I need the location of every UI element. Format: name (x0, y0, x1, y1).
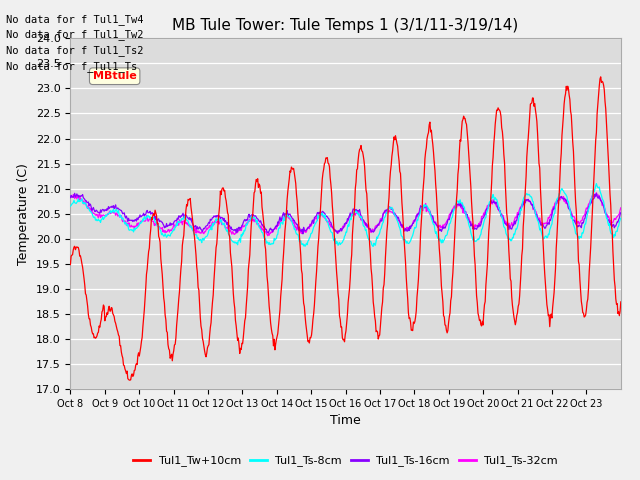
Text: No data for f Tul1_Tw4: No data for f Tul1_Tw4 (6, 13, 144, 24)
Text: No data for f Tul1_Tw2: No data for f Tul1_Tw2 (6, 29, 144, 40)
X-axis label: Time: Time (330, 414, 361, 427)
Text: MBtule: MBtule (93, 71, 136, 81)
Text: No data for f Tul1_Ts2: No data for f Tul1_Ts2 (6, 45, 144, 56)
Legend: Tul1_Tw+10cm, Tul1_Ts-8cm, Tul1_Ts-16cm, Tul1_Ts-32cm: Tul1_Tw+10cm, Tul1_Ts-8cm, Tul1_Ts-16cm,… (129, 451, 563, 471)
Title: MB Tule Tower: Tule Temps 1 (3/1/11-3/19/14): MB Tule Tower: Tule Temps 1 (3/1/11-3/19… (172, 18, 519, 33)
Y-axis label: Temperature (C): Temperature (C) (17, 163, 30, 264)
Text: No data for f_Tul1_Ts: No data for f_Tul1_Ts (6, 61, 138, 72)
